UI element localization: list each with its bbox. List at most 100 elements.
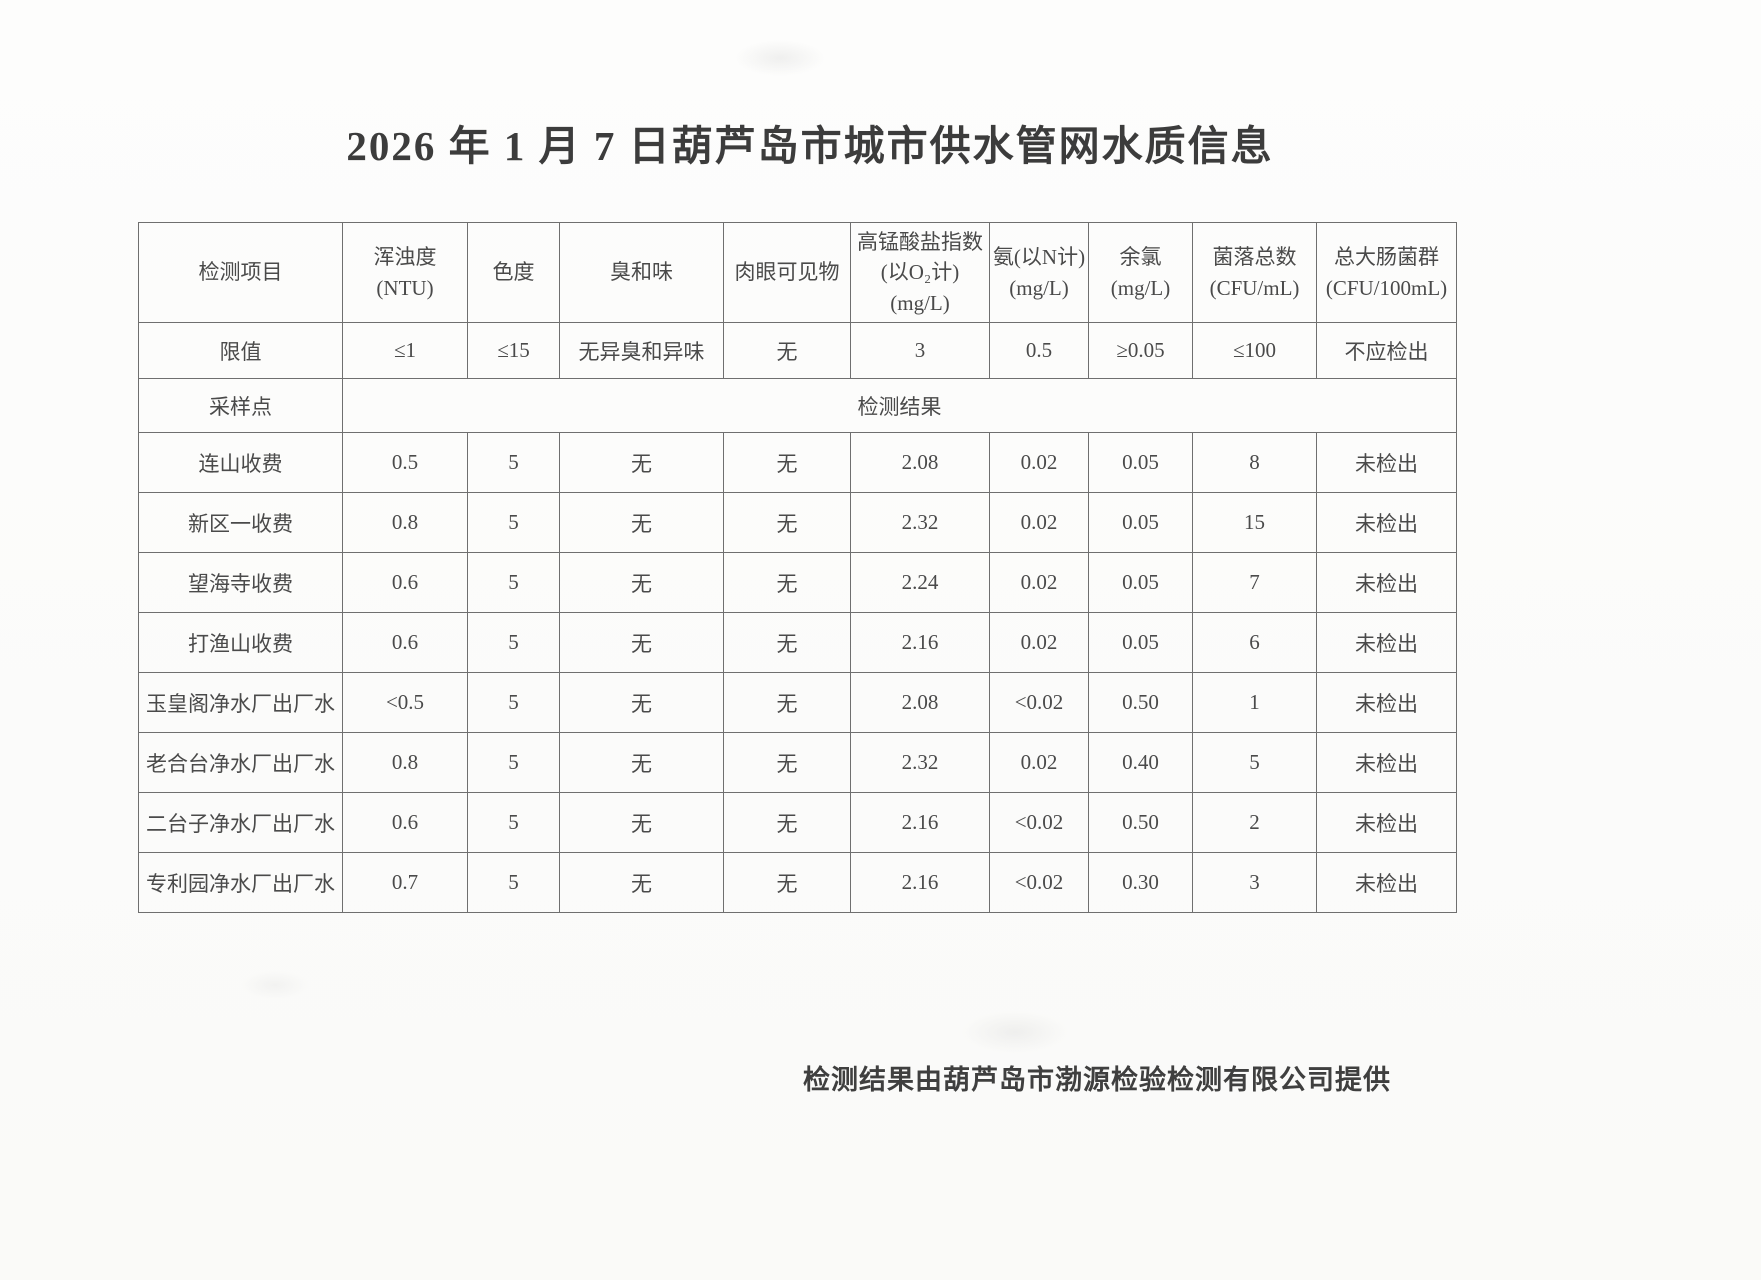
site-cell: 望海寺收费 (138, 552, 343, 613)
value-cell: 无 (723, 492, 851, 553)
site-cell: 老合台净水厂出厂水 (138, 732, 343, 793)
value-cell: 0.02 (989, 732, 1089, 793)
water-quality-table: 检测项目 浑浊度(NTU) 色度 臭和味 肉眼可见物 高锰酸盐指数 (以O₂计)… (138, 222, 1457, 913)
limit-cell: 无 (723, 322, 851, 379)
value-cell: 0.05 (1088, 492, 1193, 553)
value-cell: 0.02 (989, 492, 1089, 553)
value-cell: 0.6 (342, 612, 468, 673)
limit-cell: ≤100 (1192, 322, 1317, 379)
value-cell: 2.16 (850, 852, 990, 913)
value-cell: 5 (467, 612, 560, 673)
source-attribution: 检测结果由葫芦岛市渤源检验检测有限公司提供 (803, 1065, 1391, 1095)
sampling-point-label: 采样点 (138, 378, 343, 433)
value-cell: 0.05 (1088, 612, 1193, 673)
value-cell: 0.6 (342, 792, 468, 853)
site-cell: 二台子净水厂出厂水 (138, 792, 343, 853)
value-cell: 0.5 (342, 432, 468, 493)
value-cell: 2.24 (850, 552, 990, 613)
value-cell: 无 (559, 432, 724, 493)
scan-artifact (960, 1010, 1070, 1054)
value-cell: 无 (559, 492, 724, 553)
value-cell: 0.30 (1088, 852, 1193, 913)
value-cell: 0.6 (342, 552, 468, 613)
value-cell: <0.02 (989, 852, 1089, 913)
value-cell: 0.8 (342, 492, 468, 553)
sampling-point-row: 采样点 检测结果 (138, 378, 1457, 433)
value-cell: 15 (1192, 492, 1317, 553)
value-cell: 无 (559, 612, 724, 673)
value-cell: 2.32 (850, 732, 990, 793)
limit-cell: ≤1 (342, 322, 468, 379)
page-title: 2026 年 1 月 7 日葫芦岛市城市供水管网水质信息 (346, 123, 1274, 169)
limit-cell: 0.5 (989, 322, 1089, 379)
value-cell: <0.02 (989, 792, 1089, 853)
value-cell: 0.50 (1088, 792, 1193, 853)
value-cell: 6 (1192, 612, 1317, 673)
header-row: 检测项目 浑浊度(NTU) 色度 臭和味 肉眼可见物 高锰酸盐指数 (以O₂计)… (138, 222, 1457, 323)
column-header-odor: 臭和味 (559, 222, 724, 323)
detection-result-label: 检测结果 (342, 378, 1457, 433)
value-cell: 5 (467, 432, 560, 493)
value-cell: 0.40 (1088, 732, 1193, 793)
scan-artifact (735, 40, 825, 76)
limit-cell: 3 (850, 322, 990, 379)
value-cell: 无 (559, 792, 724, 853)
site-cell: 专利园净水厂出厂水 (138, 852, 343, 913)
column-header-ammonia: 氨(以N计) (mg/L) (989, 222, 1089, 323)
column-header-residual-chlorine: 余氯 (mg/L) (1088, 222, 1193, 323)
limit-cell: ≤15 (467, 322, 560, 379)
value-cell: 无 (559, 672, 724, 733)
value-cell: 5 (467, 672, 560, 733)
value-cell: 无 (723, 552, 851, 613)
value-cell: 未检出 (1316, 792, 1457, 853)
value-cell: 未检出 (1316, 552, 1457, 613)
value-cell: 未检出 (1316, 432, 1457, 493)
value-cell: 0.02 (989, 552, 1089, 613)
value-cell: 0.05 (1088, 552, 1193, 613)
water-quality-table-container: 检测项目 浑浊度(NTU) 色度 臭和味 肉眼可见物 高锰酸盐指数 (以O₂计)… (138, 222, 1457, 913)
value-cell: 0.02 (989, 432, 1089, 493)
site-cell: 新区一收费 (138, 492, 343, 553)
column-header-permanganate: 高锰酸盐指数 (以O₂计) (mg/L) (850, 222, 990, 323)
limit-cell: 无异臭和异味 (559, 322, 724, 379)
value-cell: 2.08 (850, 432, 990, 493)
table-row: 新区一收费 0.8 5 无 无 2.32 0.02 0.05 15 未检出 (138, 492, 1457, 553)
value-cell: 5 (467, 732, 560, 793)
value-cell: 2.08 (850, 672, 990, 733)
site-cell: 打渔山收费 (138, 612, 343, 673)
value-cell: 2.32 (850, 492, 990, 553)
site-cell: 玉皇阁净水厂出厂水 (138, 672, 343, 733)
value-cell: 无 (559, 552, 724, 613)
value-cell: <0.5 (342, 672, 468, 733)
value-cell: 5 (467, 552, 560, 613)
value-cell: 0.7 (342, 852, 468, 913)
limit-cell: ≥0.05 (1088, 322, 1193, 379)
value-cell: 0.8 (342, 732, 468, 793)
value-cell: 0.50 (1088, 672, 1193, 733)
column-header-colony-count: 菌落总数 (CFU/mL) (1192, 222, 1317, 323)
column-header-visible-matter: 肉眼可见物 (723, 222, 851, 323)
value-cell: <0.02 (989, 672, 1089, 733)
limit-row-label: 限值 (138, 322, 343, 379)
table-row: 专利园净水厂出厂水 0.7 5 无 无 2.16 <0.02 0.30 3 未检… (138, 852, 1457, 913)
value-cell: 3 (1192, 852, 1317, 913)
value-cell: 8 (1192, 432, 1317, 493)
value-cell: 无 (723, 432, 851, 493)
limit-row: 限值 ≤1 ≤15 无异臭和异味 无 3 0.5 ≥0.05 ≤100 不应检出 (138, 322, 1457, 379)
value-cell: 无 (723, 612, 851, 673)
value-cell: 0.02 (989, 612, 1089, 673)
value-cell: 2.16 (850, 612, 990, 673)
value-cell: 0.05 (1088, 432, 1193, 493)
value-cell: 2 (1192, 792, 1317, 853)
value-cell: 未检出 (1316, 672, 1457, 733)
value-cell: 7 (1192, 552, 1317, 613)
value-cell: 无 (723, 672, 851, 733)
table-row: 望海寺收费 0.6 5 无 无 2.24 0.02 0.05 7 未检出 (138, 552, 1457, 613)
value-cell: 5 (467, 492, 560, 553)
column-header-coliform: 总大肠菌群 (CFU/100mL) (1316, 222, 1457, 323)
value-cell: 未检出 (1316, 732, 1457, 793)
value-cell: 5 (467, 852, 560, 913)
column-header-color: 色度 (467, 222, 560, 323)
value-cell: 无 (723, 852, 851, 913)
